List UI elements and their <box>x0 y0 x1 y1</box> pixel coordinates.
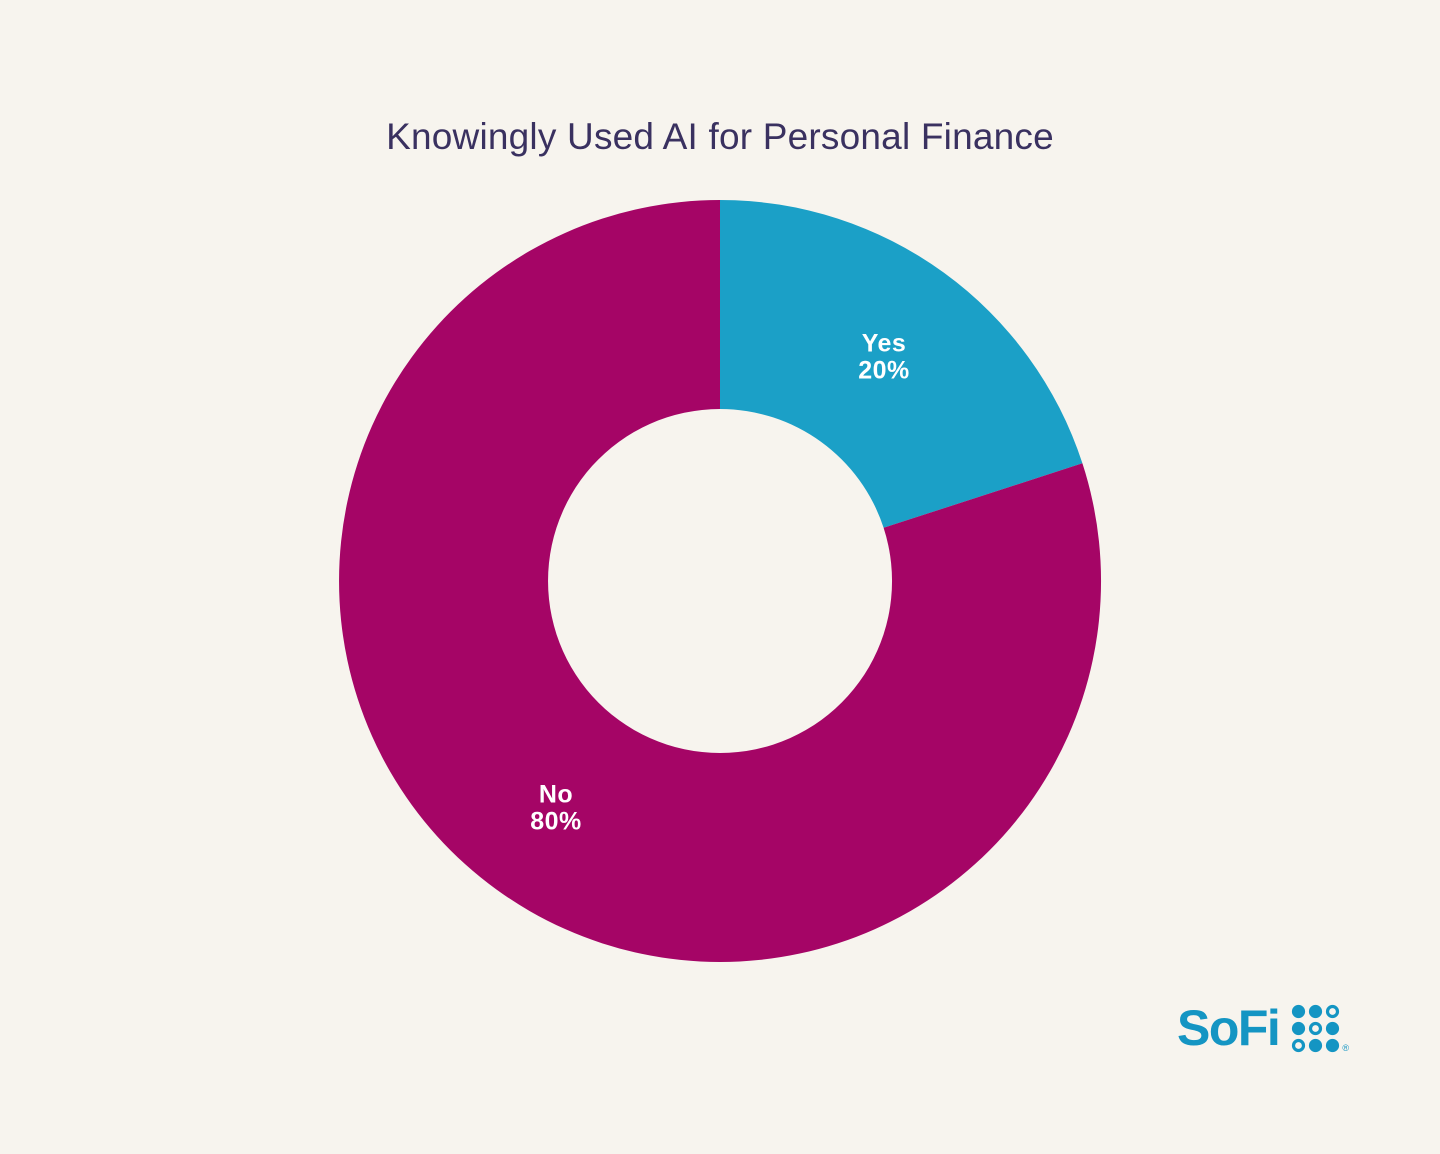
sofi-wordmark: SoFi <box>1177 1000 1281 1056</box>
donut-slice-yes <box>720 200 1083 528</box>
dot-filled <box>1292 1021 1306 1035</box>
slice-label-no: No 80% <box>530 781 582 836</box>
slice-label-yes: Yes 20% <box>858 329 910 384</box>
donut-chart: Yes 20% No 80% <box>339 200 1102 962</box>
chart-title: Knowingly Used AI for Personal Finance <box>386 116 1054 157</box>
dot-filled <box>1309 1038 1323 1052</box>
sofi-logo: SoFi ® <box>1177 1000 1349 1056</box>
dot-filled <box>1326 1038 1340 1052</box>
donut-slice-no <box>339 200 1102 962</box>
sofi-dots-icon <box>1292 1004 1340 1052</box>
dot-ring <box>1326 1004 1340 1018</box>
dot-ring <box>1309 1021 1323 1035</box>
dot-filled <box>1326 1021 1340 1035</box>
dot-filled <box>1292 1004 1306 1018</box>
dot-filled <box>1309 1004 1323 1018</box>
registered-trademark-icon: ® <box>1342 1043 1349 1053</box>
dot-ring <box>1292 1038 1306 1052</box>
